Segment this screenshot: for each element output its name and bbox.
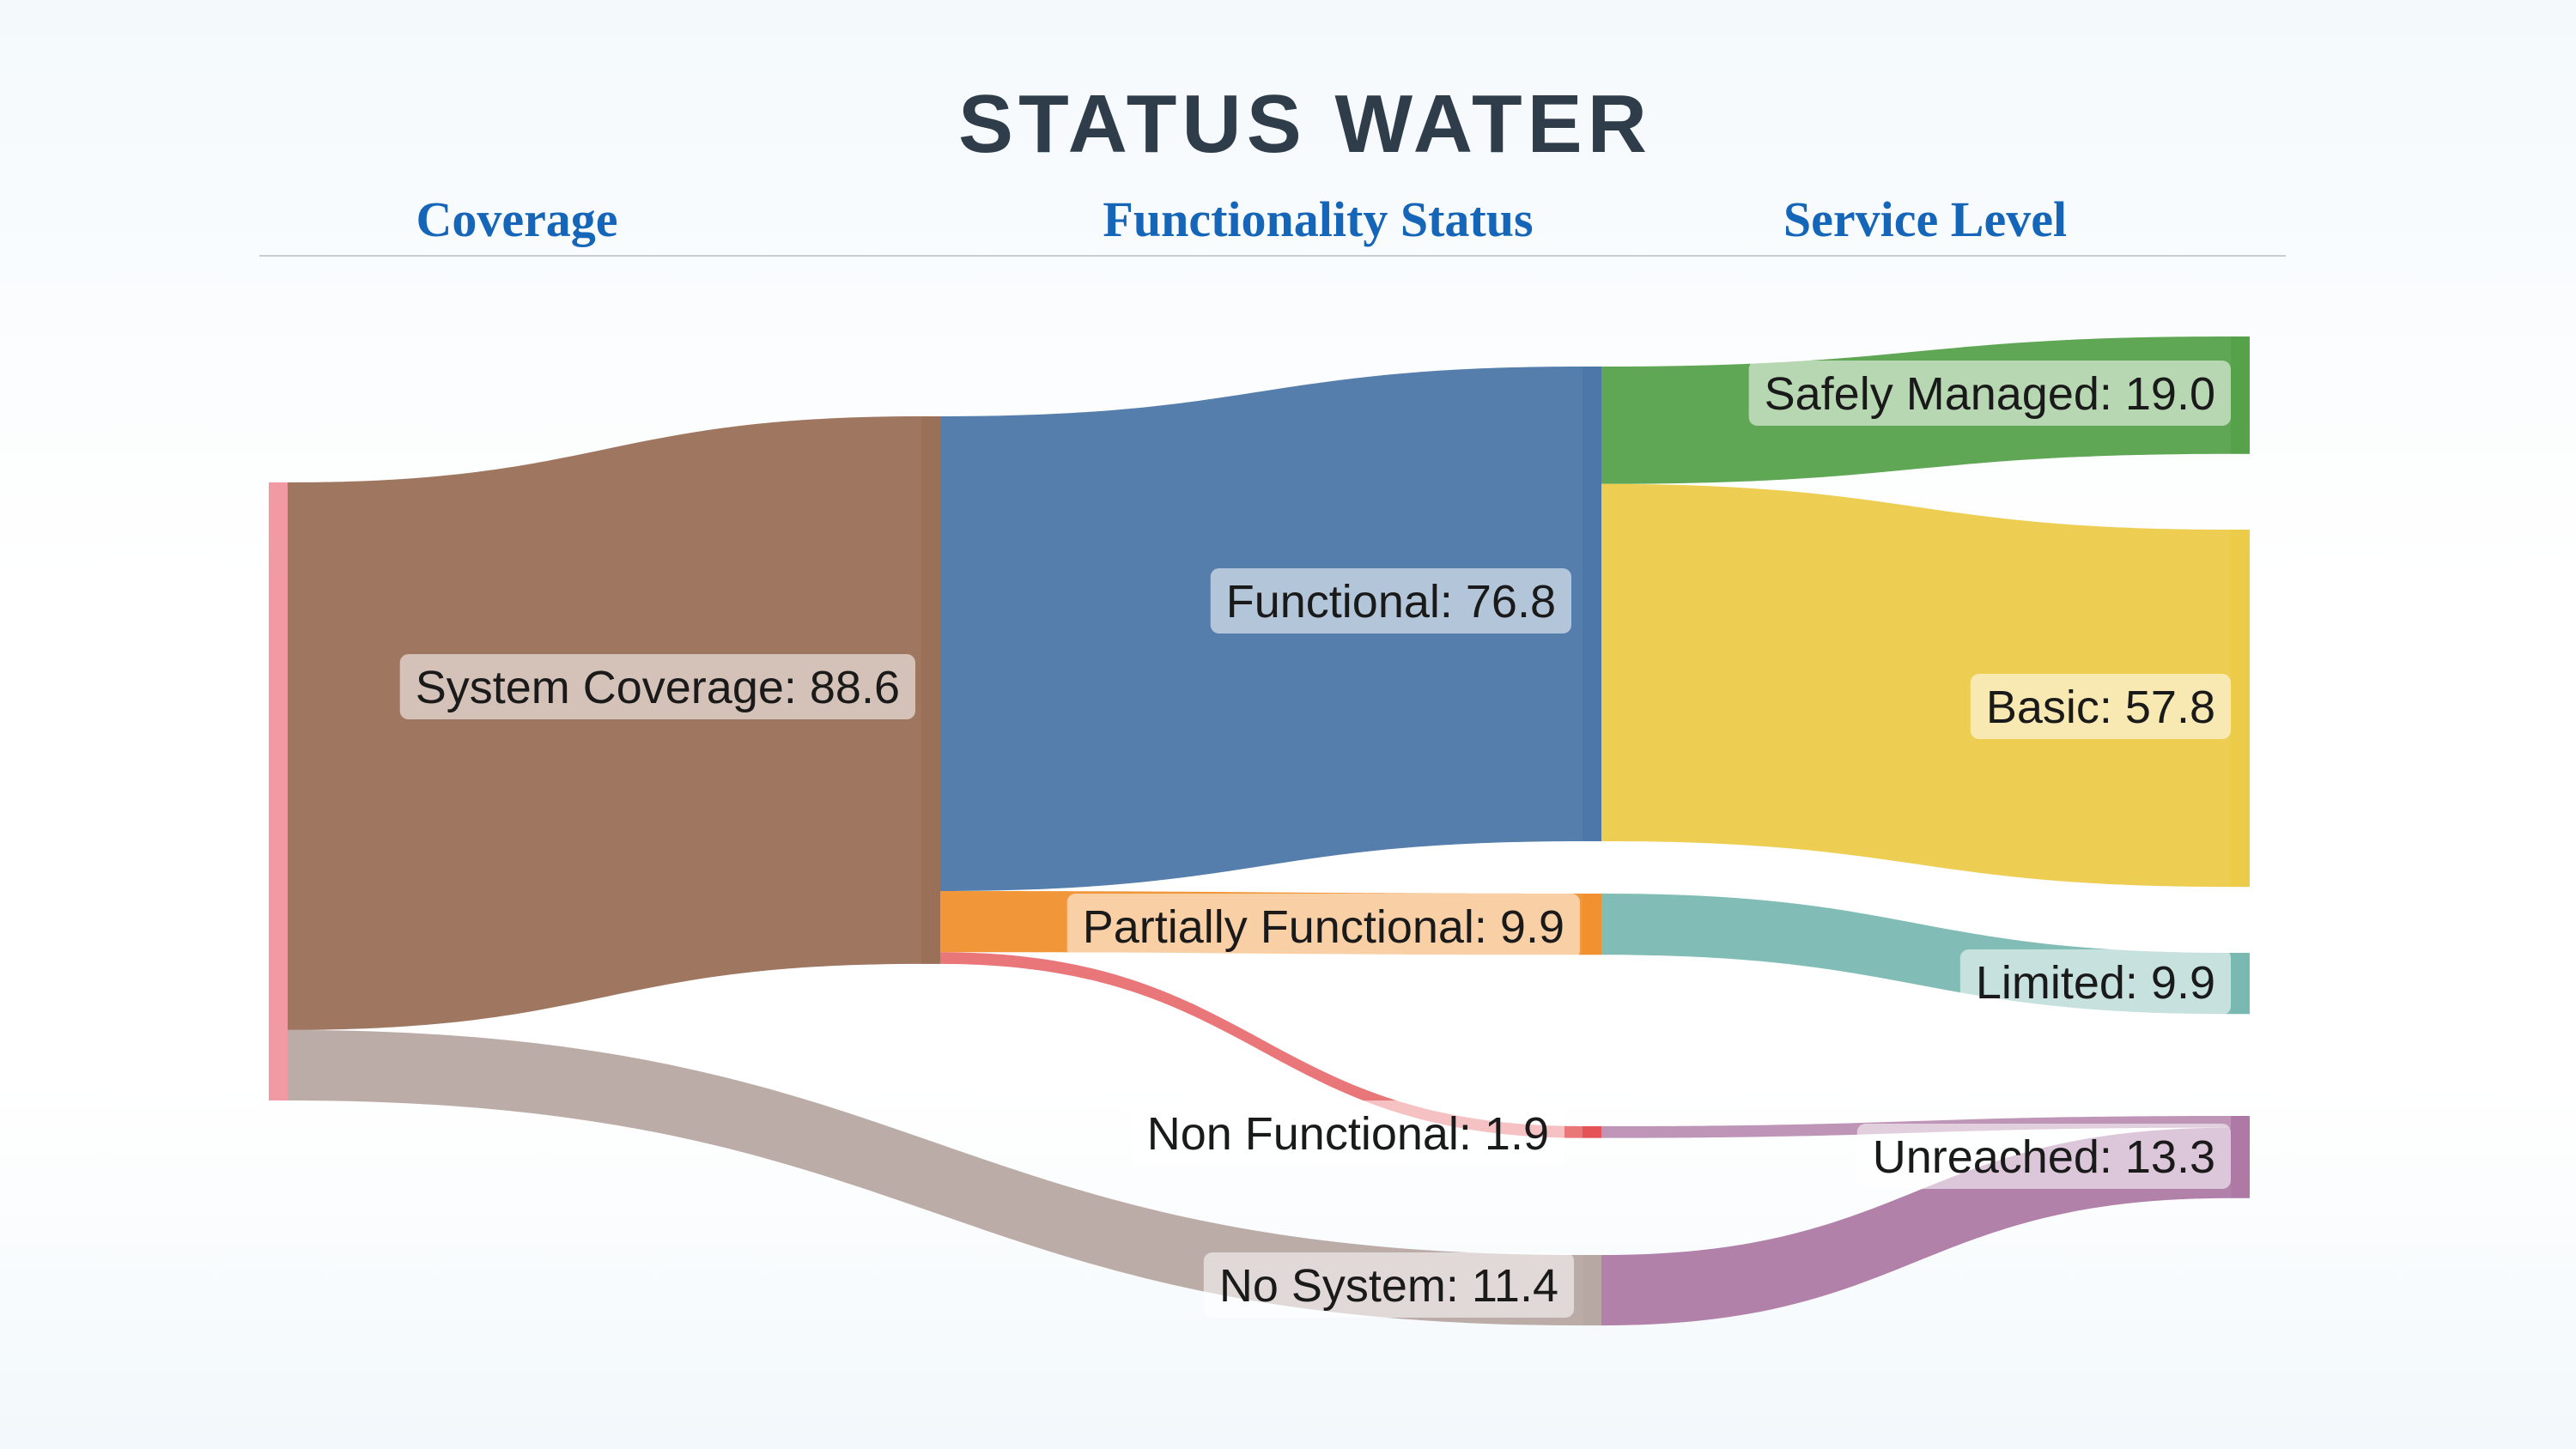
link-functional-to-basic xyxy=(1601,483,2231,888)
label-no-system: No System: 11.4 xyxy=(1203,1252,1574,1318)
svg-text:System Coverage: 88.6: System Coverage: 88.6 xyxy=(416,662,900,713)
label-non-functional: Non Functional: 1.9 xyxy=(1131,1100,1564,1166)
node-safely-managed-bar xyxy=(2231,336,2250,454)
link-root-to-system-coverage xyxy=(288,416,921,1030)
header-divider xyxy=(259,255,2286,257)
node-system-coverage-bar xyxy=(921,416,940,964)
link-root-to-no-system xyxy=(288,1029,1583,1326)
column-header-service-level: Service Level xyxy=(1783,191,2068,247)
svg-text:Partially Functional: 9.9: Partially Functional: 9.9 xyxy=(1083,901,1564,953)
svg-text:Non Functional: 1.9: Non Functional: 1.9 xyxy=(1147,1108,1549,1160)
node-basic-bar xyxy=(2231,530,2250,888)
node-functional-bar xyxy=(1583,367,1601,841)
svg-text:Functional: 76.8: Functional: 76.8 xyxy=(1226,576,1556,627)
svg-text:Safely Managed: 19.0: Safely Managed: 19.0 xyxy=(1765,368,2215,420)
node-limited-bar xyxy=(2231,953,2250,1015)
svg-text:No System: 11.4: No System: 11.4 xyxy=(1219,1260,1558,1312)
svg-text:Basic: 57.8: Basic: 57.8 xyxy=(1986,682,2215,733)
sankey-nodes xyxy=(269,336,2250,1326)
svg-text:Limited: 9.9: Limited: 9.9 xyxy=(1976,957,2215,1009)
node-no-system-bar xyxy=(1583,1255,1601,1326)
label-basic: Basic: 57.8 xyxy=(1970,674,2231,739)
label-functional: Functional: 76.8 xyxy=(1210,568,1571,634)
column-header-coverage: Coverage xyxy=(416,191,618,247)
node-partially-functional-bar xyxy=(1583,894,1601,955)
link-system-coverage-to-non-functional xyxy=(940,952,1583,1138)
label-system-coverage: System Coverage: 88.6 xyxy=(399,654,915,719)
label-safely-managed: Safely Managed: 19.0 xyxy=(1748,361,2231,426)
page-title: STATUS WATER xyxy=(958,78,1652,170)
node-unreached-bar xyxy=(2231,1116,2250,1198)
node-root-bar xyxy=(269,482,288,1100)
label-partially-functional: Partially Functional: 9.9 xyxy=(1066,894,1580,959)
column-header-functionality-status: Functionality Status xyxy=(1103,191,1534,247)
label-unreached: Unreached: 13.3 xyxy=(1856,1124,2231,1189)
label-limited: Limited: 9.9 xyxy=(1959,949,2231,1015)
node-non-functional-bar xyxy=(1583,1126,1601,1138)
sankey-labels: System Coverage: 88.6 No System: 11.4 Fu… xyxy=(399,361,2231,1318)
svg-text:Unreached: 13.3: Unreached: 13.3 xyxy=(1873,1131,2215,1183)
